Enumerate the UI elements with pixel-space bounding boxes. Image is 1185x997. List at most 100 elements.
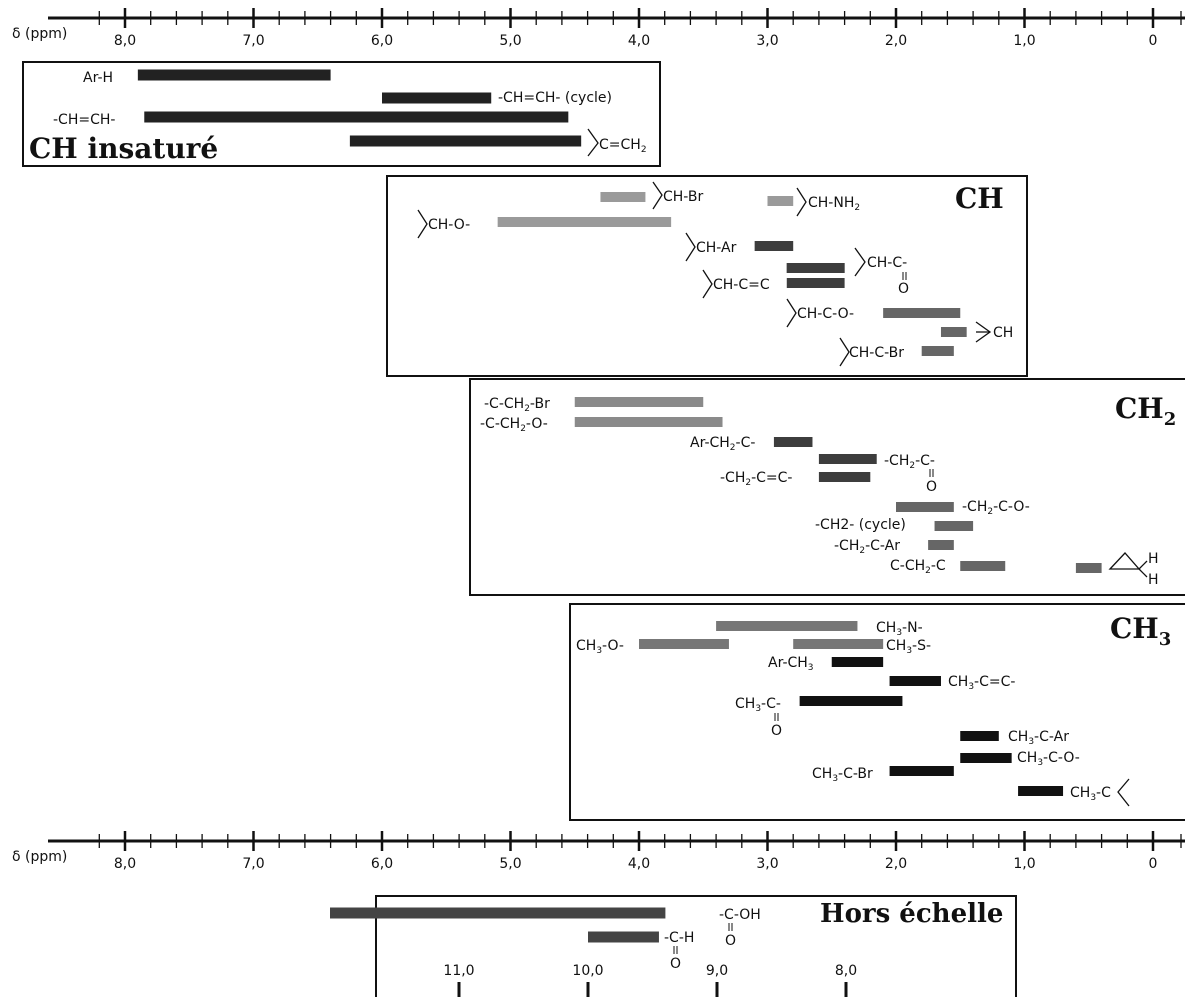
label-ch-br: CH-Br [663, 189, 703, 205]
axis-bottom: δ (ppm) 8,0 7,0 6,0 5,0 4,0 3,0 2,0 1,0 0 [12, 831, 1185, 872]
branch-icon [685, 232, 696, 262]
label-ch2-c-o: -CH2-C-O- [962, 499, 1030, 517]
bar-3-3 [831, 657, 884, 667]
bar-3-2 [793, 639, 884, 649]
axis-offscale: 11,0 10,0 9,0 8,0 [443, 963, 857, 997]
label-ch-ch: -CH=CH- [53, 112, 115, 128]
box-ch2 [469, 378, 1185, 596]
label-ch-c-carbonyl: CH-C- [867, 255, 907, 271]
label-ar-h: Ar-H [83, 70, 113, 86]
bar-2-1 [574, 417, 723, 427]
bar-0-3 [349, 135, 582, 147]
axis-tick-label: 5,0 [499, 33, 521, 49]
cyclopropane-icon [1138, 560, 1148, 578]
axis-tick-label: 8,0 [114, 33, 136, 49]
label-ch-nh2: CH-NH2 [808, 195, 860, 213]
label-c-ch2: C=CH2 [599, 137, 647, 155]
offscale-bar-0 [330, 907, 666, 919]
label-ch3-c-ar: CH3-C-Ar [1008, 729, 1069, 747]
axis-tick-label: 6,0 [371, 856, 393, 872]
branch-icon [796, 187, 807, 217]
axis-tick-label: 3,0 [756, 33, 778, 49]
bar-3-7 [960, 753, 1012, 763]
label-ch3-o: CH3-O- [576, 638, 624, 656]
branch-icon [839, 337, 850, 367]
label-ch-ar: CH-Ar [696, 240, 737, 256]
offscale-bar-1 [588, 931, 659, 943]
bar-2-3 [818, 454, 877, 464]
cyclopropane-icon [1108, 552, 1141, 570]
label-c-ch2-br: -C-CH2-Br [484, 396, 550, 414]
axis-tick-label: 7,0 [242, 856, 264, 872]
label-c-ch2-c: C-CH2-C [890, 558, 946, 576]
bar-3-0 [716, 621, 858, 631]
bar-1-1 [767, 196, 794, 206]
axis-top: δ (ppm) 8,0 7,0 6,0 5,0 4,0 3,0 2,0 1,0 0 [12, 8, 1185, 49]
axis-tick-label: 2,0 [885, 33, 907, 49]
bar-1-8 [940, 327, 967, 337]
axis-tick-label: 3,0 [756, 856, 778, 872]
axis-tick-label: 0 [1149, 856, 1158, 872]
bar-2-7 [928, 540, 954, 550]
bar-3-9 [1018, 786, 1064, 796]
label-ch3-c-br: CH3-C-Br [812, 766, 873, 784]
label-c-ch2-o: -C-CH2-O- [480, 416, 548, 434]
branch-icon [702, 269, 713, 299]
axis-tick-label: 0 [1149, 33, 1158, 49]
branch-icon [587, 128, 599, 157]
bar-2-2 [773, 437, 813, 447]
bar-1-7 [883, 308, 961, 318]
axis-tick-label: 5,0 [499, 856, 521, 872]
bar-1-6 [786, 263, 845, 273]
branch-icon [786, 298, 797, 328]
box-hors-echelle [375, 895, 1017, 997]
label-ch3-s: CH3-S- [886, 638, 931, 656]
bar-1-2 [497, 217, 672, 227]
axis-tick-label: 1,0 [1013, 856, 1035, 872]
bar-2-0 [574, 397, 704, 407]
bar-2-5 [896, 502, 954, 512]
label-coh: -C-H [664, 930, 694, 946]
label-ch-o: CH-O- [428, 217, 470, 233]
bar-2-6 [934, 521, 974, 531]
bar-2-4 [818, 472, 871, 482]
title-hors-echelle: Hors échelle [820, 899, 1003, 929]
axis-tick-label: 2,0 [885, 856, 907, 872]
bar-2-8 [960, 561, 1006, 571]
bar-3-5 [799, 696, 903, 706]
axis-tick-label: 8,0 [114, 856, 136, 872]
label-cooh: -C-OH [719, 907, 761, 923]
label-ch-cyclopropyl: CH [993, 325, 1013, 341]
title-ch-insature: CH insaturé [29, 132, 218, 165]
label-ch3-c-eq-c: CH3-C=C- [948, 674, 1015, 692]
axis-tick-label: 1,0 [1013, 33, 1035, 49]
bar-3-4 [889, 676, 941, 686]
bar-2-9 [1075, 563, 1102, 573]
label-o: O [771, 723, 782, 739]
bar-0-2 [144, 111, 569, 123]
label-ch2-c-carbonyl: -CH2-C- [884, 453, 935, 471]
axis-title: δ (ppm) [12, 849, 67, 865]
label-h-top: H [1148, 551, 1159, 567]
bar-1-3 [754, 241, 794, 251]
label-ch3-c-carbonyl: CH3-C- [735, 696, 781, 714]
label-ch3-c-o: CH3-C-O- [1017, 750, 1080, 768]
offscale-tick-label: 8,0 [835, 963, 857, 979]
bars-layer [137, 69, 1102, 943]
label-ar-ch2-c: Ar-CH2-C- [690, 435, 755, 453]
bar-1-5 [786, 278, 845, 288]
label-ch2-c-eq-c: -CH2-C=C- [720, 470, 792, 488]
branch-icon [652, 181, 663, 210]
label-ch2-cycle: -CH2- (cycle) [815, 517, 906, 533]
label-o: O [898, 281, 909, 297]
branch-icon [854, 247, 866, 277]
box-ch-insature [22, 61, 661, 167]
bar-1-9 [921, 346, 954, 356]
label-o: O [926, 479, 937, 495]
label-ch3-n: CH3-N- [876, 620, 923, 638]
label-h-bottom: H [1148, 572, 1159, 588]
bar-3-1 [639, 639, 729, 649]
title-ch3: CH3 [1110, 612, 1171, 650]
axis-tick-label: 4,0 [628, 33, 650, 49]
